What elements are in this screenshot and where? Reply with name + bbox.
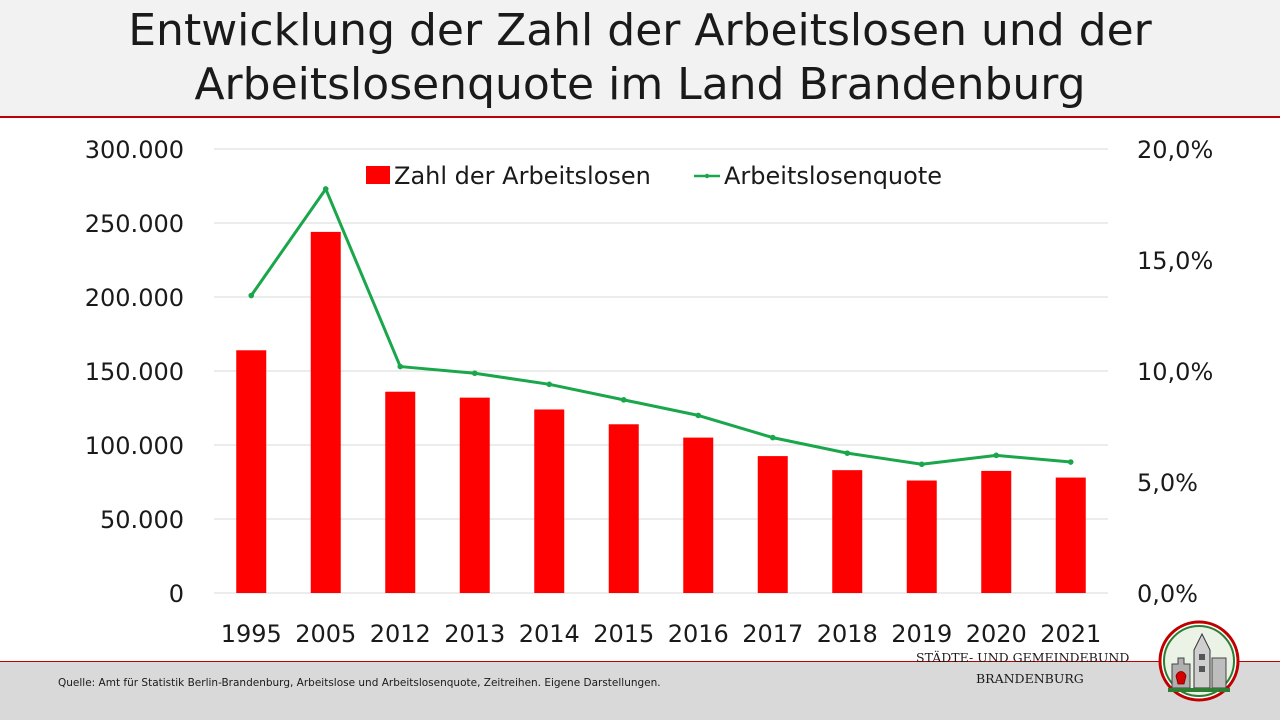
bar-2013 [459, 397, 490, 593]
quote-point-2019 [918, 461, 925, 468]
quote-point-2021 [1067, 459, 1074, 465]
quote-point-1995 [248, 292, 255, 299]
legend-line-label: Arbeitslosenquote [724, 162, 942, 190]
x-axis-tick-label: 2019 [891, 620, 952, 648]
bar-2005 [310, 231, 341, 593]
legend-bar-label: Zahl der Arbeitslosen [394, 162, 651, 190]
left-axis-tick-label: 0 [169, 580, 184, 608]
quote-point-2013 [471, 370, 478, 377]
slide-title: Entwicklung der Zahl der Arbeitslosen un… [0, 4, 1280, 112]
left-axis-tick-label: 200.000 [85, 284, 184, 312]
x-axis-tick-label: 2015 [593, 620, 654, 648]
right-axis-tick-label: 10,0% [1137, 358, 1213, 386]
x-axis-tick-label: 2021 [1040, 620, 1101, 648]
x-axis-tick-label: 2016 [668, 620, 729, 648]
quote-point-2012 [397, 363, 404, 370]
bar-2019 [906, 480, 937, 593]
x-axis-tick-label: 2013 [444, 620, 505, 648]
x-axis-tick-label: 2005 [295, 620, 356, 648]
right-axis-tick-label: 15,0% [1137, 247, 1213, 275]
organization-name-line-2: BRANDENBURG [976, 671, 1084, 686]
right-axis-tick-label: 0,0% [1137, 580, 1198, 608]
left-axis-labels: 0 50.000 100.000 150.000 200.000 250.000 300.0… [85, 136, 184, 608]
quote-point-2017 [769, 434, 776, 441]
left-axis-tick-label: 300.000 [85, 136, 184, 164]
organization-name: STÄDTE- UND GEMEINDEBUND BRANDENBURG [912, 647, 1162, 689]
right-axis-labels: 0,0% 5,0% 10,0% 15,0% 20,0% [1137, 136, 1213, 608]
x-axis-tick-label: 2012 [370, 620, 431, 648]
x-axis-labels: 1995 2005 2012 2013 2014 2015 2016 2017 2018 2019… [221, 620, 1102, 648]
quote-point-2014 [546, 381, 553, 388]
bar-2017 [757, 456, 788, 593]
source-note: Quelle: Amt für Statistik Berlin-Branden… [58, 677, 661, 689]
organization-name-line-1: STÄDTE- UND GEMEINDEBUND [916, 650, 1130, 665]
footer-band [0, 662, 1280, 720]
bar-2021 [1055, 477, 1086, 593]
x-axis-tick-label: 2017 [742, 620, 803, 648]
left-axis-tick-label: 100.000 [85, 432, 184, 460]
legend: Zahl der Arbeitslosen Arbeitslosenquote [366, 162, 942, 190]
x-axis-tick-label: 2018 [817, 620, 878, 648]
quote-point-2020 [993, 452, 1000, 459]
left-axis-tick-label: 50.000 [100, 506, 184, 534]
right-axis-tick-label: 20,0% [1137, 136, 1213, 164]
quote-point-2016 [695, 412, 702, 419]
bar-2016 [683, 437, 714, 593]
title-divider [0, 116, 1280, 118]
title-line-1: Entwicklung der Zahl der Arbeitslosen un… [128, 5, 1152, 56]
quote-point-2005 [322, 186, 329, 192]
left-axis-tick-label: 250.000 [85, 210, 184, 238]
x-axis-tick-label: 2020 [966, 620, 1027, 648]
x-axis-tick-label: 1995 [221, 620, 282, 648]
x-axis-tick-label: 2014 [519, 620, 580, 648]
quote-line [250, 187, 1071, 466]
gridlines [214, 148, 1108, 594]
bar-2015 [608, 424, 639, 593]
title-line-2: Arbeitslosenquote im Land Brandenburg [194, 59, 1086, 110]
left-axis-tick-label: 150.000 [85, 358, 184, 386]
bar-2020 [981, 470, 1012, 593]
association-logo [1158, 620, 1240, 702]
right-axis-tick-label: 5,0% [1137, 469, 1198, 497]
legend-bar-swatch [366, 166, 390, 184]
bar-2014 [534, 409, 565, 593]
quote-point-2015 [620, 397, 627, 403]
bar-2012 [385, 391, 416, 593]
bar-2018 [832, 470, 863, 593]
line-series [248, 186, 1074, 468]
bar-series [236, 231, 1086, 593]
bar-1995 [236, 350, 267, 593]
quote-point-2018 [844, 450, 851, 456]
legend-line-marker [704, 173, 710, 179]
title-band [0, 0, 1280, 116]
